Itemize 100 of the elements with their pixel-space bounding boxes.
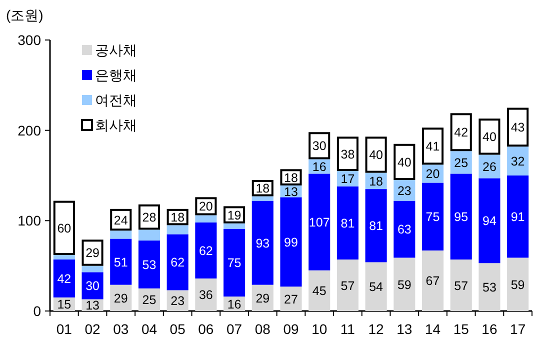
data-label: 17 — [340, 172, 355, 186]
data-label: 30 — [312, 139, 326, 154]
bar — [252, 196, 274, 201]
data-label: 19 — [227, 208, 242, 222]
x-tick-label: 15 — [453, 321, 470, 337]
y-tick-label: 0 — [33, 303, 42, 319]
data-label: 23 — [170, 294, 185, 308]
data-label: 67 — [426, 274, 440, 288]
data-label: 60 — [57, 221, 72, 236]
data-label: 29 — [256, 291, 270, 306]
data-label: 23 — [397, 184, 412, 198]
bar — [110, 238, 132, 285]
data-label: 18 — [170, 210, 185, 225]
data-label: 28 — [142, 210, 156, 225]
bar — [450, 113, 472, 152]
bar — [422, 182, 444, 250]
data-label: 42 — [454, 126, 468, 140]
bar — [507, 108, 529, 147]
bar — [53, 260, 75, 298]
data-label: 30 — [86, 279, 100, 294]
bar — [252, 200, 274, 285]
data-label: 45 — [312, 284, 326, 298]
data-label: 40 — [482, 130, 496, 144]
data-label: 27 — [284, 292, 298, 306]
data-label: 20 — [426, 167, 440, 182]
data-label: 38 — [340, 147, 355, 162]
data-label: 36 — [198, 288, 213, 302]
data-label: 18 — [256, 182, 270, 196]
data-label: 42 — [57, 272, 72, 286]
data-label: 13 — [284, 184, 298, 199]
bar — [308, 270, 330, 311]
x-tick-label: 02 — [84, 321, 101, 337]
bar — [53, 254, 75, 260]
bar — [365, 189, 387, 262]
data-label: 99 — [284, 235, 298, 250]
data-label: 43 — [510, 120, 525, 135]
y-axis-title: (조원) — [6, 7, 44, 23]
x-tick-label: 17 — [510, 321, 526, 337]
bar — [478, 118, 500, 155]
data-label: 75 — [227, 256, 242, 270]
data-label: 41 — [426, 140, 440, 154]
bar — [82, 266, 104, 272]
data-label: 107 — [308, 216, 330, 230]
legend-label: 회사채 — [95, 117, 137, 133]
x-tick-label: 12 — [368, 321, 384, 337]
x-tick-label: 14 — [424, 321, 441, 337]
data-label: 59 — [510, 278, 525, 292]
data-label: 29 — [86, 246, 100, 260]
bar — [308, 174, 330, 270]
data-label: 18 — [284, 170, 298, 185]
data-label: 16 — [312, 160, 326, 174]
bar — [224, 228, 246, 297]
bar — [82, 272, 104, 300]
data-label: 13 — [86, 298, 100, 313]
data-label: 57 — [340, 278, 355, 293]
x-tick-label: 11 — [340, 321, 356, 337]
data-label: 24 — [114, 213, 128, 228]
bar — [478, 178, 500, 264]
x-tick-label: 10 — [312, 321, 328, 337]
legend-label: 공사채 — [95, 42, 137, 58]
data-label: 95 — [454, 210, 468, 224]
data-label: 53 — [142, 258, 156, 272]
y-tick-label: 200 — [18, 122, 42, 138]
y-tick-label: 300 — [18, 32, 42, 48]
x-tick-label: 05 — [170, 321, 186, 337]
data-label: 25 — [454, 156, 468, 170]
data-label: 25 — [142, 293, 156, 308]
data-label: 18 — [369, 174, 384, 188]
data-label: 62 — [170, 256, 185, 270]
data-label: 57 — [454, 278, 468, 293]
bar — [280, 197, 302, 287]
bar — [394, 200, 416, 258]
x-tick-label: 04 — [141, 321, 158, 337]
x-tick-label: 03 — [113, 321, 129, 337]
data-label: 93 — [256, 236, 270, 250]
x-tick-label: 08 — [254, 321, 271, 337]
bar — [394, 144, 416, 180]
data-label: 81 — [369, 219, 384, 234]
bar — [82, 240, 104, 266]
x-tick-label: 01 — [56, 321, 72, 337]
data-label: 51 — [114, 255, 128, 270]
data-label: 75 — [426, 210, 440, 224]
data-label: 29 — [114, 291, 128, 306]
bar — [138, 240, 160, 288]
bar — [422, 250, 444, 311]
x-tick-label: 09 — [283, 321, 299, 337]
data-label: 16 — [227, 297, 242, 312]
bar — [336, 186, 358, 260]
data-label: 91 — [510, 210, 525, 224]
data-label: 20 — [198, 200, 213, 214]
bar — [195, 215, 217, 222]
bar — [507, 146, 529, 176]
bar — [365, 262, 387, 311]
data-label: 63 — [397, 222, 412, 237]
bar — [336, 260, 358, 311]
bar — [138, 230, 160, 241]
data-label: 53 — [482, 280, 496, 295]
data-label: 26 — [482, 160, 496, 174]
bar — [450, 260, 472, 311]
bar — [195, 222, 217, 278]
